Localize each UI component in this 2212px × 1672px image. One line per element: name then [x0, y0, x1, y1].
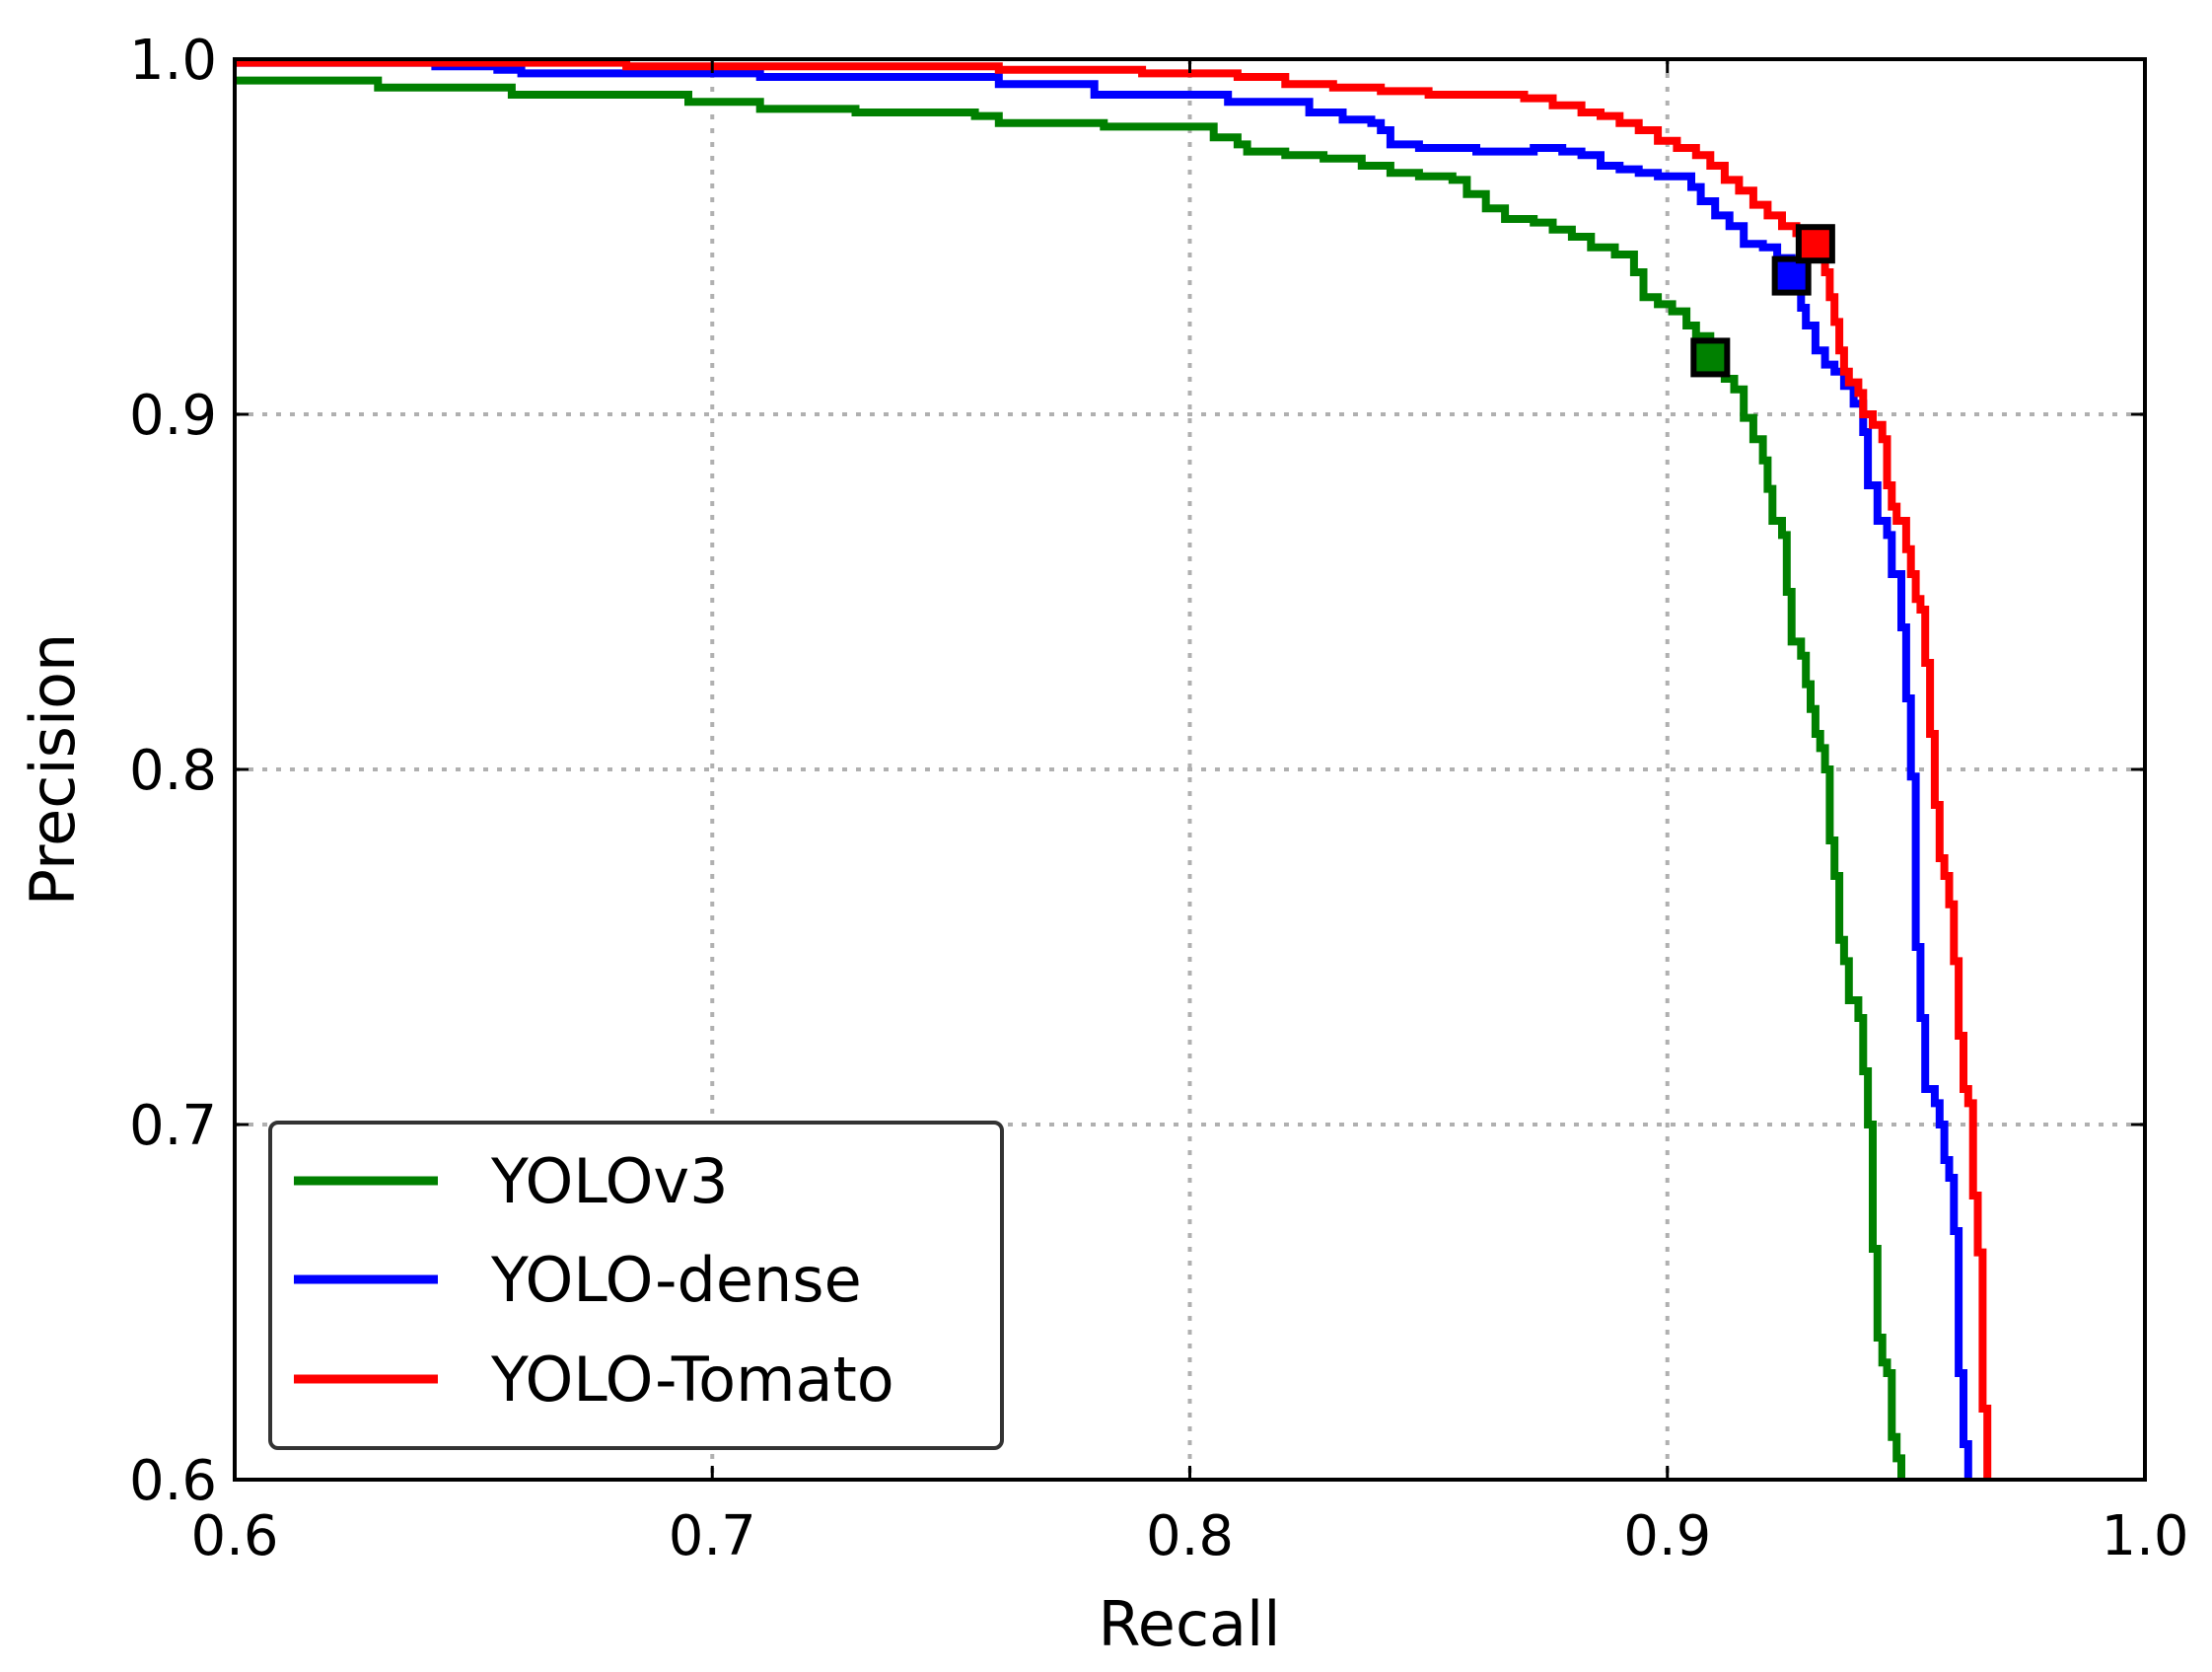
operating-point-markers: [1690, 224, 1835, 378]
operating-point-yolov3: [1690, 337, 1731, 378]
operating-point-yolo-dense: [1771, 255, 1812, 296]
x-tick-label: 0.8: [1146, 1504, 1234, 1568]
legend-frame: [268, 1121, 1004, 1450]
x-tick-label: 1.0: [2101, 1504, 2188, 1568]
y-tick-label: 0.6: [129, 1449, 217, 1513]
x-tick-label: 0.9: [1623, 1504, 1711, 1568]
y-tick-label: 0.9: [129, 384, 217, 448]
y-tick-label: 0.7: [129, 1094, 217, 1158]
operating-point-yolo-tomato: [1795, 224, 1835, 264]
axis-ticks: 0.6 0.7 0.8 0.9 1.0 0.6 0.7 0.8 0.9 1.0: [129, 29, 2189, 1568]
legend-label-yolo-tomato: YOLO-Tomato: [490, 1344, 894, 1416]
y-tick-label: 1.0: [129, 29, 217, 93]
y-axis-title: Precision: [17, 633, 89, 907]
x-tick-label: 0.7: [669, 1504, 756, 1568]
x-tick-label: 0.6: [190, 1504, 278, 1568]
series-line-yolo-tomato: [235, 59, 1992, 1480]
legend: YOLOv3 YOLO-dense YOLO-Tomato: [268, 1121, 1004, 1450]
legend-label-yolov3: YOLOv3: [490, 1145, 729, 1217]
legend-label-yolo-dense: YOLO-dense: [490, 1244, 862, 1316]
y-tick-label: 0.8: [129, 739, 217, 803]
series-lines: [235, 59, 1992, 1480]
series-line-yolov3: [235, 76, 1905, 1480]
series-line-yolo-dense: [235, 59, 1972, 1480]
x-axis-title: Recall: [1099, 1588, 1281, 1660]
